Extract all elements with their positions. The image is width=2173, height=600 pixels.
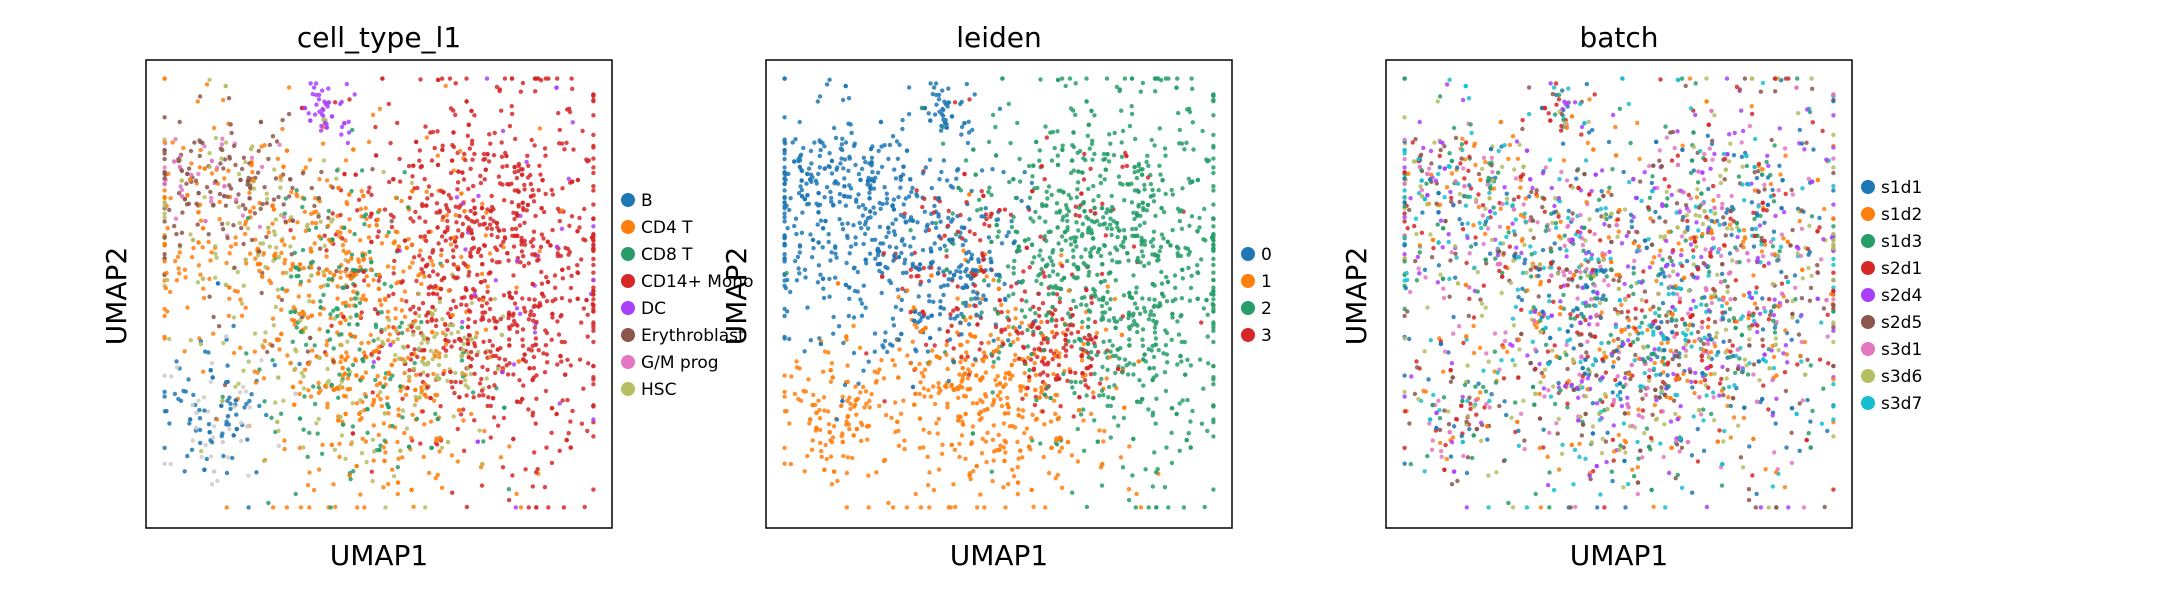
panel-title: cell_type_l1 (297, 21, 461, 54)
legend-marker (621, 274, 635, 288)
plot-frame (1385, 59, 1853, 529)
legend-label: CD8 T (641, 245, 693, 265)
legend-label: s3d1 (1881, 340, 1922, 360)
legend-marker (1241, 274, 1255, 288)
legend-marker (1241, 247, 1255, 261)
legend-label: s3d6 (1881, 367, 1922, 387)
legend-label: s1d3 (1881, 232, 1922, 252)
legend-marker (1861, 207, 1875, 221)
legend-label: s3d7 (1881, 394, 1922, 414)
legend-label: 1 (1261, 272, 1272, 292)
legend-marker (1241, 328, 1255, 342)
legend-marker (1861, 180, 1875, 194)
legend-marker (621, 328, 635, 342)
legend-label: s2d4 (1881, 286, 1922, 306)
panel-cell-type-l1: cell_type_l1 UMAP1 UMAP2 B CD4 T CD8 T CD14… (100, 21, 753, 572)
x-axis-label: UMAP1 (330, 539, 429, 572)
legend-label: 2 (1261, 299, 1272, 319)
legend-label: Erythroblast (641, 326, 745, 346)
legend-label: 3 (1261, 326, 1272, 346)
legend-marker (1861, 396, 1875, 410)
legend-label: s1d1 (1881, 178, 1922, 198)
legend-marker (621, 355, 635, 369)
x-axis-label: UMAP1 (950, 539, 1049, 572)
legend-marker (1861, 288, 1875, 302)
legend-label: G/M prog (641, 353, 719, 373)
legend: s1d1 s1d2 s1d3 s2d1 s2d4 s2d5 s3d1 s3d6 s3d7 (1861, 178, 1922, 414)
y-axis-label: UMAP2 (100, 247, 133, 346)
legend-label: 0 (1261, 245, 1272, 265)
legend-marker (1861, 234, 1875, 248)
scatter-points (162, 76, 596, 510)
scatter-points (782, 76, 1216, 510)
y-axis-label: UMAP2 (720, 247, 753, 346)
legend-label: DC (641, 299, 666, 319)
legend-marker (1861, 315, 1875, 329)
scatter-points (1402, 76, 1836, 510)
y-axis-label: UMAP2 (1340, 247, 1373, 346)
legend-marker (621, 193, 635, 207)
legend-label: s1d2 (1881, 205, 1922, 225)
panel-title: batch (1579, 21, 1658, 54)
legend-label: CD4 T (641, 218, 693, 238)
legend-label: CD14+ Mono (641, 272, 753, 292)
panel-batch: batch UMAP1 UMAP2 s1d1 s1d2 s1d3 s2d1 s2d4 s2… (1340, 21, 1922, 572)
legend-marker (1861, 261, 1875, 275)
legend-marker (621, 247, 635, 261)
plot-frame (765, 59, 1233, 529)
legend-marker (1861, 369, 1875, 383)
x-axis-label: UMAP1 (1570, 539, 1669, 572)
plot-frame (145, 59, 613, 529)
legend-label: s2d1 (1881, 259, 1922, 279)
legend-label: HSC (641, 380, 676, 400)
legend-marker (621, 382, 635, 396)
legend-label: B (641, 191, 653, 211)
legend: B CD4 T CD8 T CD14+ Mono DC Erythroblast G/M p… (621, 191, 753, 400)
panel-title: leiden (956, 21, 1042, 54)
legend: 0 1 2 3 (1241, 245, 1272, 346)
legend-marker (621, 301, 635, 315)
legend-marker (1861, 342, 1875, 356)
legend-marker (621, 220, 635, 234)
legend-label: s2d5 (1881, 313, 1922, 333)
panel-leiden: leiden UMAP1 UMAP2 0 1 2 3 (720, 21, 1272, 572)
legend-marker (1241, 301, 1255, 315)
